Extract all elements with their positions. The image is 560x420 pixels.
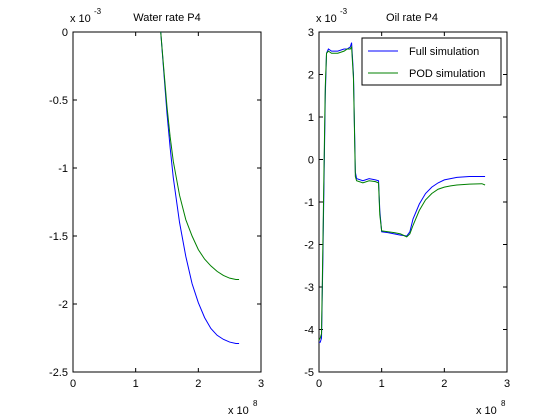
plot-area-water (72, 31, 262, 373)
y-ticks-water: 0 -0.5 -1 -1.5 -2 -2.5 (49, 27, 261, 379)
y-exponent-water: x 10 -3 (70, 7, 102, 25)
x-exponent-water: x 10 8 (228, 399, 258, 417)
y-tick-label-water: -2 (58, 299, 68, 311)
y-tick-label-oil: 0 (308, 155, 314, 167)
y-ticks-oil: 3 2 1 0 -1 -2 -3 -4 -5 (304, 27, 507, 379)
series-group-oil (318, 42, 486, 343)
y-tick-label-water: -1.5 (49, 231, 68, 243)
x-exponent-base-oil: x 10 (476, 405, 497, 417)
chart-title-oil: Oil rate P4 (386, 12, 438, 24)
y-tick-label-oil: -1 (304, 197, 314, 209)
y-exponent-base-oil: x 10 (316, 13, 337, 25)
series-line-water-1 (160, 31, 240, 281)
y-tick-label-oil: -5 (304, 367, 314, 379)
y-tick-label-oil: 1 (308, 112, 314, 124)
series-line-oil-1 (318, 45, 486, 341)
x-tick-label-oil: 1 (379, 378, 385, 390)
x-exponent-base-water: x 10 (228, 405, 249, 417)
legend: Full simulation POD simulation (361, 37, 502, 86)
y-tick-label-water: -2.5 (49, 367, 68, 379)
legend-label-full: Full simulation (409, 46, 479, 58)
plot-area-oil (318, 31, 508, 373)
chart-title-water: Water rate P4 (133, 12, 200, 24)
x-exponent-oil: x 10 8 (476, 399, 506, 417)
x-tick-label-oil: 2 (441, 378, 447, 390)
y-tick-label-oil: 3 (308, 27, 314, 39)
x-tick-label-oil: 3 (504, 378, 510, 390)
legend-label-pod: POD simulation (409, 68, 485, 80)
y-tick-label-oil: -3 (304, 282, 314, 294)
x-ticks-water: 0 1 2 3 (70, 32, 264, 390)
x-ticks-oil: 0 1 2 3 (316, 32, 510, 390)
y-exponent-oil: x 10 -3 (316, 7, 348, 25)
series-line-water-0 (160, 31, 240, 344)
y-exponent-power-water: -3 (94, 7, 102, 16)
y-tick-label-water: 0 (62, 27, 68, 39)
x-exponent-power-water: 8 (253, 399, 258, 408)
y-tick-label-oil: -4 (304, 325, 314, 337)
water-rate-axes: Water rate P4 0 1 2 3 0 -0.5 -1 -1.5 -2 -2.5 x 1… (49, 7, 264, 417)
x-tick-label-oil: 0 (316, 378, 322, 390)
legend-box (361, 37, 502, 86)
x-tick-label-water: 3 (258, 378, 264, 390)
y-tick-label-water: -1 (58, 163, 68, 175)
y-exponent-power-oil: -3 (340, 7, 348, 16)
x-tick-label-water: 1 (133, 378, 139, 390)
y-tick-label-water: -0.5 (49, 95, 68, 107)
x-exponent-power-oil: 8 (501, 399, 506, 408)
x-tick-label-water: 2 (195, 378, 201, 390)
y-exponent-base-water: x 10 (70, 13, 91, 25)
series-group-water (160, 31, 240, 344)
x-tick-label-water: 0 (70, 378, 76, 390)
y-tick-label-oil: -2 (304, 240, 314, 252)
y-tick-label-oil: 2 (308, 70, 314, 82)
